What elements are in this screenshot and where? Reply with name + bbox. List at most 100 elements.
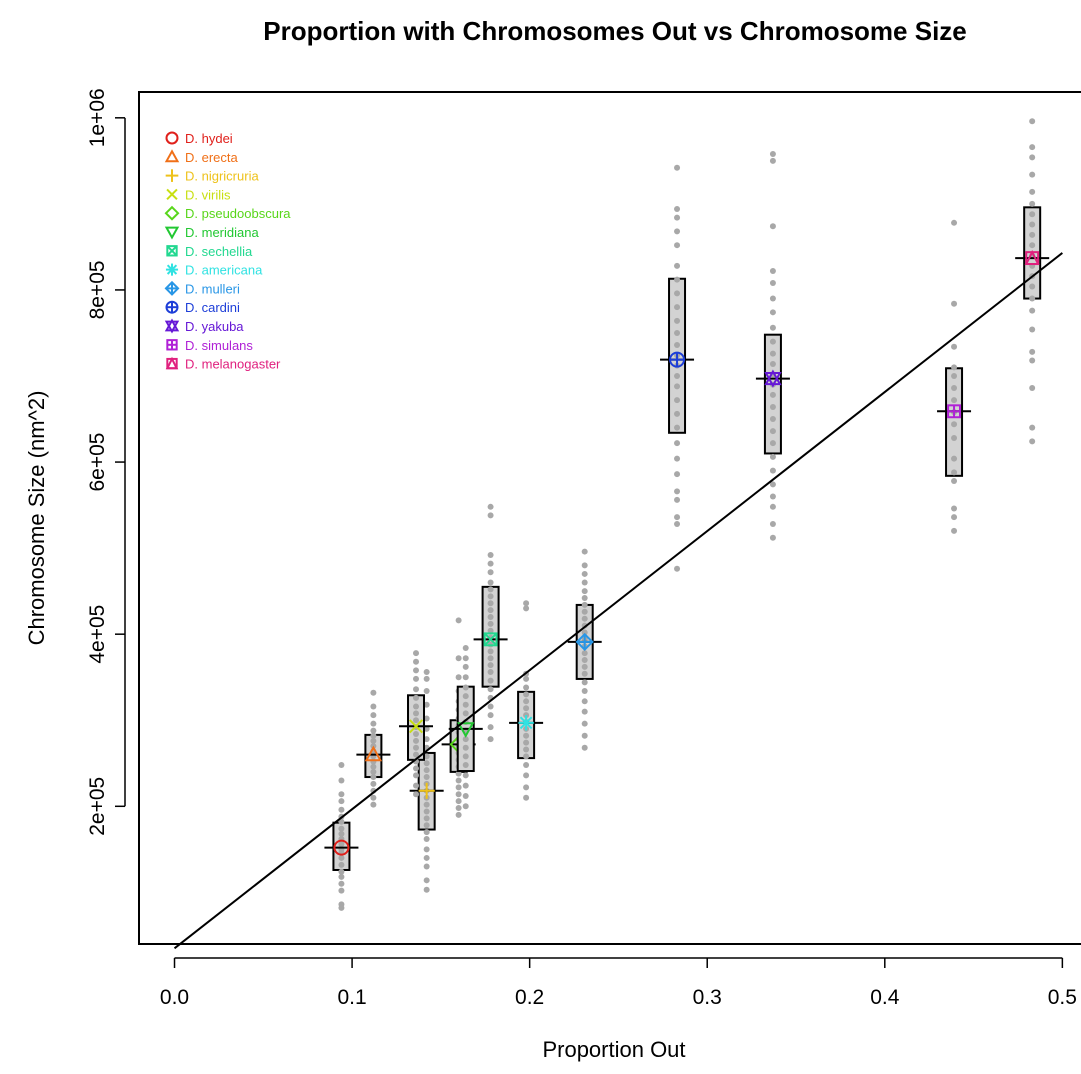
data-point xyxy=(413,782,420,789)
data-point xyxy=(581,670,588,677)
data-point xyxy=(523,605,530,612)
data-point xyxy=(523,794,530,801)
data-point xyxy=(1029,200,1036,207)
data-point xyxy=(674,276,681,283)
data-point xyxy=(951,477,958,484)
data-point xyxy=(423,725,430,732)
legend-item: D. yakuba xyxy=(164,318,244,334)
data-point xyxy=(423,701,430,708)
legend: D. hydei D. erecta D. nigricruria D. virili… xyxy=(164,131,291,372)
data-point xyxy=(1029,295,1036,302)
data-point xyxy=(462,736,469,743)
data-point xyxy=(674,304,681,311)
series-marker xyxy=(764,369,782,388)
legend-label: D. sechellia xyxy=(185,244,253,259)
data-point xyxy=(769,223,776,230)
data-point xyxy=(338,887,345,894)
data-point xyxy=(769,521,776,528)
data-point xyxy=(370,689,377,696)
data-point xyxy=(487,569,494,576)
legend-label: D. nigricruria xyxy=(185,169,259,184)
data-point xyxy=(581,744,588,751)
data-point xyxy=(423,836,430,843)
data-point xyxy=(951,527,958,534)
data-point xyxy=(674,228,681,235)
series-marker xyxy=(518,715,534,731)
data-point xyxy=(581,657,588,663)
data-point xyxy=(769,350,776,357)
data-point xyxy=(951,219,958,226)
data-point xyxy=(487,648,494,655)
data-point xyxy=(423,736,430,743)
data-point xyxy=(581,629,588,636)
data-point xyxy=(523,753,530,760)
data-point xyxy=(487,724,494,731)
data-point xyxy=(951,505,958,512)
data-point xyxy=(370,780,377,787)
data-point xyxy=(581,687,588,694)
data-point xyxy=(338,901,345,908)
data-point xyxy=(370,720,377,727)
data-point xyxy=(413,737,420,744)
x-tick-label: 0.1 xyxy=(337,986,366,1009)
data-point xyxy=(769,338,776,345)
data-point xyxy=(423,801,430,808)
data-point xyxy=(1029,438,1036,445)
data-point xyxy=(769,503,776,510)
legend-label: D. simulans xyxy=(185,338,253,353)
data-point xyxy=(769,309,776,316)
data-point xyxy=(423,846,430,853)
data-point xyxy=(769,268,776,275)
data-point xyxy=(413,717,420,724)
data-point xyxy=(1029,144,1036,151)
data-point xyxy=(487,620,494,627)
data-point xyxy=(487,703,494,710)
legend-symbol xyxy=(166,339,178,351)
data-point xyxy=(769,360,776,367)
data-point xyxy=(674,565,681,572)
data-point xyxy=(413,667,420,674)
y-tick-label: 1e+06 xyxy=(86,88,109,147)
data-point xyxy=(769,453,776,460)
data-point xyxy=(769,534,776,541)
data-point xyxy=(455,617,462,624)
data-point xyxy=(462,803,469,810)
data-point xyxy=(487,560,494,567)
data-point xyxy=(413,744,420,751)
data-point xyxy=(769,403,776,410)
data-point xyxy=(523,739,530,746)
regression-line xyxy=(173,252,1063,950)
legend-label: D. pseudoobscura xyxy=(185,206,291,221)
data-point xyxy=(338,806,345,813)
y-tick-label: 6e+05 xyxy=(86,433,109,492)
data-point xyxy=(1029,231,1036,238)
data-point xyxy=(487,677,494,684)
data-point xyxy=(487,736,494,743)
data-point xyxy=(413,703,420,710)
data-point xyxy=(769,157,776,164)
data-point xyxy=(370,774,377,781)
data-point xyxy=(455,655,462,662)
data-point xyxy=(951,300,958,307)
data-point xyxy=(338,830,345,837)
data-point xyxy=(487,613,494,620)
data-point xyxy=(769,481,776,488)
data-point xyxy=(413,694,420,701)
x-tick-label: 0.5 xyxy=(1048,986,1077,1009)
data-point xyxy=(1029,221,1036,228)
data-point xyxy=(413,675,420,682)
data-point xyxy=(487,503,494,510)
data-point xyxy=(455,784,462,791)
data-point xyxy=(581,588,588,595)
series-group xyxy=(473,503,508,743)
data-point xyxy=(487,627,494,634)
legend-symbol xyxy=(166,245,178,257)
data-point xyxy=(674,455,681,462)
series-marker xyxy=(483,632,498,647)
data-point xyxy=(423,669,430,676)
data-point xyxy=(370,727,377,734)
data-point xyxy=(413,658,420,665)
legend-symbol xyxy=(164,149,180,163)
data-point xyxy=(769,150,776,157)
